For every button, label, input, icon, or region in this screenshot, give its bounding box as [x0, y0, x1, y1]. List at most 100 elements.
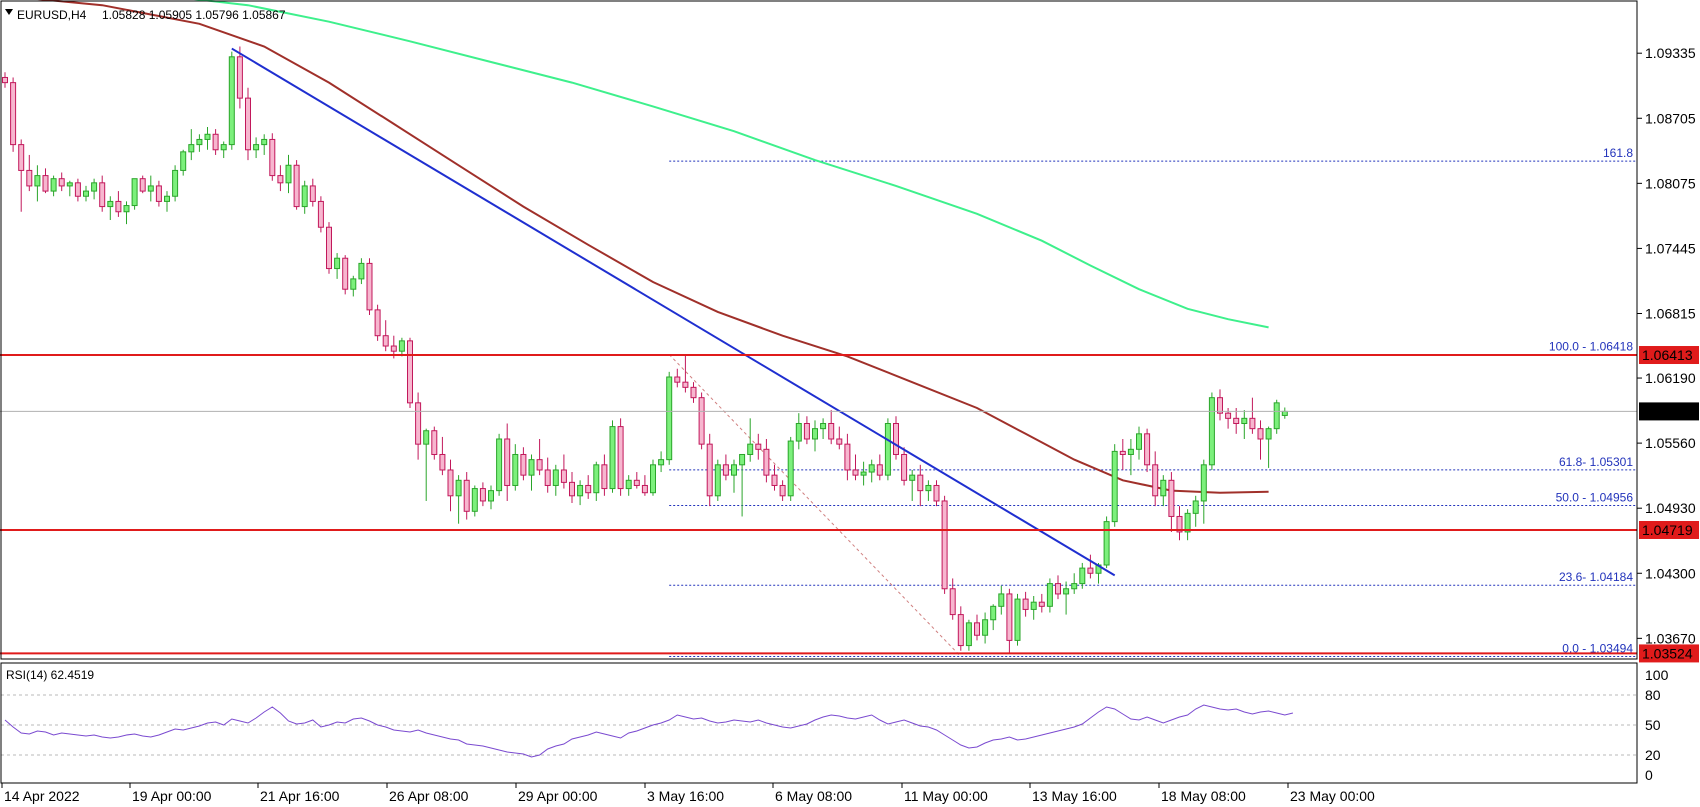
candle-body[interactable]: [965, 622, 972, 647]
candle-body[interactable]: [512, 453, 519, 486]
candle-body[interactable]: [1208, 397, 1215, 466]
price-pane[interactable]: 161.8 100.0 - 1.06418 61.8- 1.05301 50.0 - …: [0, 0, 1637, 658]
candle-body[interactable]: [390, 345, 397, 352]
candle-body[interactable]: [285, 164, 292, 184]
candle-body[interactable]: [1281, 410, 1288, 416]
candle-body[interactable]: [1079, 567, 1086, 585]
candle-body[interactable]: [771, 474, 778, 486]
sma-slow-line[interactable]: [5, 0, 1269, 494]
candle-body[interactable]: [925, 484, 932, 492]
candle-body[interactable]: [633, 479, 640, 486]
candle-body[interactable]: [933, 484, 940, 502]
candle-body[interactable]: [674, 376, 681, 383]
candle-body[interactable]: [860, 471, 867, 476]
candle-body[interactable]: [917, 474, 924, 492]
candle-body[interactable]: [1046, 583, 1053, 607]
candle-body[interactable]: [463, 479, 470, 512]
candle-body[interactable]: [107, 200, 114, 208]
candle-body[interactable]: [204, 133, 211, 140]
candle-body[interactable]: [2, 76, 8, 84]
candle-body[interactable]: [763, 448, 770, 476]
candle-body[interactable]: [617, 426, 624, 490]
candle-body[interactable]: [585, 484, 592, 494]
candle-body[interactable]: [228, 56, 235, 146]
candle-body[interactable]: [1265, 428, 1272, 440]
candle-body[interactable]: [520, 453, 527, 476]
candle-body[interactable]: [1063, 588, 1070, 595]
candle-body[interactable]: [253, 144, 260, 151]
candle-body[interactable]: [123, 205, 130, 213]
candle-body[interactable]: [196, 138, 203, 146]
candle-body[interactable]: [1087, 567, 1094, 574]
candle-body[interactable]: [1241, 417, 1248, 424]
candle-body[interactable]: [787, 440, 794, 497]
candle-body[interactable]: [358, 262, 365, 280]
candle-body[interactable]: [91, 182, 98, 192]
candle-body[interactable]: [941, 500, 948, 590]
candle-body[interactable]: [650, 464, 656, 494]
candle-body[interactable]: [155, 185, 162, 202]
candle-body[interactable]: [66, 182, 73, 187]
candle-body[interactable]: [1192, 500, 1199, 514]
candle-body[interactable]: [868, 464, 875, 473]
fib-diagonal[interactable]: [668, 354, 962, 657]
candle-body[interactable]: [326, 226, 332, 270]
candle-body[interactable]: [884, 422, 891, 476]
candle-body[interactable]: [1038, 601, 1045, 607]
candle-body[interactable]: [1014, 598, 1021, 641]
candle-body[interactable]: [342, 257, 349, 290]
candle-body[interactable]: [836, 438, 843, 445]
candle-body[interactable]: [18, 144, 25, 171]
candle-body[interactable]: [560, 469, 567, 483]
candle-body[interactable]: [658, 459, 665, 466]
candle-body[interactable]: [301, 185, 308, 208]
candle-body[interactable]: [1184, 512, 1191, 533]
candle-body[interactable]: [317, 200, 324, 228]
candle-body[interactable]: [528, 459, 535, 476]
candle-body[interactable]: [488, 490, 494, 502]
candle-body[interactable]: [1273, 402, 1280, 430]
candle-body[interactable]: [1103, 521, 1110, 566]
sma-fast-line[interactable]: [167, 0, 1269, 329]
candle-body[interactable]: [641, 484, 648, 494]
candle-body[interactable]: [139, 178, 146, 192]
candle-body[interactable]: [309, 185, 316, 202]
candle-body[interactable]: [431, 430, 438, 455]
candle-body[interactable]: [172, 169, 179, 197]
candle-body[interactable]: [998, 593, 1005, 607]
candle-body[interactable]: [755, 443, 762, 450]
candle-body[interactable]: [1233, 417, 1240, 424]
candle-body[interactable]: [382, 335, 389, 347]
candle-body[interactable]: [58, 178, 65, 187]
candle-body[interactable]: [398, 340, 405, 352]
candle-body[interactable]: [293, 164, 300, 208]
candle-body[interactable]: [1006, 593, 1013, 641]
candle-body[interactable]: [220, 144, 227, 151]
candle-body[interactable]: [536, 459, 543, 471]
candle-body[interactable]: [455, 479, 462, 497]
candle-body[interactable]: [1071, 583, 1078, 590]
candle-body[interactable]: [10, 82, 17, 146]
candle-body[interactable]: [820, 422, 827, 430]
candle-body[interactable]: [577, 484, 584, 497]
candle-body[interactable]: [269, 138, 276, 177]
candle-body[interactable]: [909, 474, 916, 481]
candle-body[interactable]: [26, 169, 33, 187]
candle-body[interactable]: [407, 340, 413, 404]
candle-body[interactable]: [731, 464, 737, 476]
candle-body[interactable]: [982, 619, 989, 636]
candle-body[interactable]: [42, 175, 49, 192]
candle-body[interactable]: [593, 464, 600, 494]
candle-body[interactable]: [852, 469, 859, 476]
candle-body[interactable]: [544, 469, 551, 486]
candle-body[interactable]: [212, 133, 219, 151]
candle-body[interactable]: [795, 422, 802, 442]
candle-body[interactable]: [552, 469, 559, 486]
candle-body[interactable]: [1176, 515, 1183, 533]
candle-body[interactable]: [893, 422, 899, 455]
candle-body[interactable]: [1217, 397, 1223, 414]
candle-body[interactable]: [974, 622, 980, 636]
candle-body[interactable]: [569, 481, 575, 497]
candle-body[interactable]: [1257, 428, 1264, 440]
